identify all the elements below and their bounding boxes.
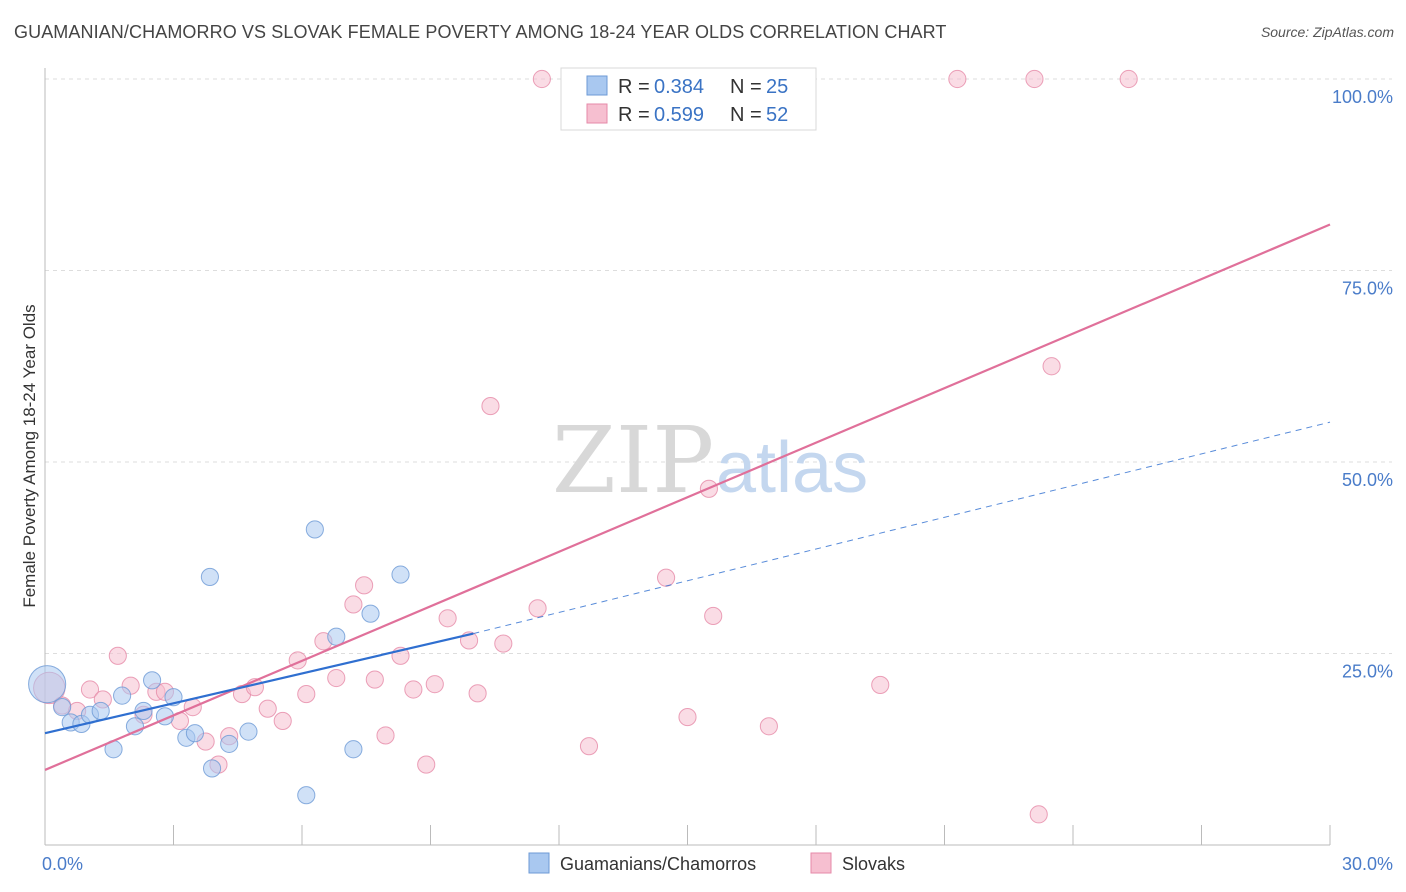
- slovak-point: [376, 726, 395, 745]
- slovak-point: [297, 685, 316, 704]
- guamanian-point: [143, 671, 162, 690]
- bottom-legend-swatch-guamanians: [528, 852, 550, 874]
- guamanian-point: [391, 565, 410, 584]
- guamanian-point: [53, 698, 72, 717]
- slovak-point: [425, 675, 444, 694]
- slovak-point: [273, 711, 292, 730]
- slovak-point: [108, 646, 127, 665]
- slovak-point: [532, 69, 551, 89]
- guamanian-point: [202, 759, 222, 778]
- slovak-point: [438, 609, 457, 628]
- slovak-point: [417, 755, 436, 774]
- legend-n-label-guamanians: N =: [730, 76, 762, 98]
- guamanian-point: [91, 701, 110, 721]
- watermark-atlas: atlas: [716, 428, 868, 508]
- x-tick-label: 30.0%: [1342, 854, 1393, 874]
- source-credit: Source: ZipAtlas.com: [1260, 24, 1394, 40]
- guamanian-point: [200, 567, 219, 586]
- y-tick-label: 75.0%: [1342, 279, 1393, 299]
- legend-r-value-guamanians: 0.384: [654, 76, 704, 98]
- chart-title: GUAMANIAN/CHAMORRO VS SLOVAK FEMALE POVE…: [14, 22, 947, 42]
- slovak-point: [528, 599, 547, 618]
- x-tick-label: 0.0%: [42, 854, 83, 874]
- watermark-zip: ZIP: [552, 407, 714, 514]
- series-legend: Guamanians/Chamorros Slovaks: [528, 852, 905, 874]
- slovak-point: [1025, 69, 1044, 89]
- legend-swatch-slovaks: [586, 103, 608, 124]
- guamanian-point: [344, 740, 363, 759]
- guamanian-point: [220, 734, 239, 753]
- y-tick-labels: 25.0% 50.0% 75.0% 100.0%: [1332, 87, 1393, 682]
- guamanian-point: [28, 665, 67, 704]
- y-tick-label: 50.0%: [1342, 470, 1393, 490]
- grid-lines: [45, 78, 1392, 654]
- slovak-point: [678, 708, 697, 727]
- guamanian-point: [361, 604, 380, 623]
- y-tick-label: 25.0%: [1342, 662, 1393, 682]
- x-ticks: [44, 825, 1331, 845]
- slovak-point: [327, 668, 346, 688]
- y-tick-label: 100.0%: [1332, 87, 1393, 107]
- slovak-point: [258, 699, 277, 718]
- slovak-point: [494, 634, 513, 653]
- slovak-point: [404, 680, 423, 699]
- guamanian-point: [305, 520, 324, 539]
- watermark: ZIP atlas: [552, 407, 868, 514]
- guamanian-trend-line: [44, 632, 474, 735]
- slovak-point: [355, 576, 374, 595]
- slovak-point: [1042, 357, 1061, 376]
- bottom-legend-swatch-slovaks: [810, 852, 832, 874]
- legend-n-label-slovaks: N =: [730, 104, 762, 126]
- guamanian-trend-extension: [473, 421, 1331, 635]
- slovak-point: [1119, 69, 1138, 89]
- slovak-point: [468, 684, 487, 703]
- guamanian-point: [113, 686, 132, 705]
- slovak-point: [365, 670, 384, 689]
- slovak-point: [80, 680, 100, 699]
- legend-r-label-guamanians: R =: [618, 76, 650, 98]
- slovak-point: [344, 595, 363, 614]
- bottom-legend-label-guamanians: Guamanians/Chamorros: [560, 854, 756, 874]
- trend-lines: [44, 223, 1331, 771]
- guamanian-point: [185, 724, 204, 743]
- legend-r-value-slovaks: 0.599: [654, 104, 704, 126]
- y-axis-title: Female Poverty Among 18-24 Year Olds: [20, 304, 39, 607]
- guamanian-point: [297, 786, 316, 805]
- legend-r-label-slovaks: R =: [618, 104, 650, 126]
- x-tick-labels: 0.0% 30.0%: [42, 854, 1393, 874]
- slovak-point: [948, 69, 967, 89]
- slovak-point: [579, 737, 599, 756]
- slovak-point: [657, 568, 676, 587]
- slovak-point: [704, 606, 723, 626]
- bottom-legend-label-slovaks: Slovaks: [842, 854, 905, 874]
- guamanian-point: [239, 722, 258, 741]
- slovak-point: [759, 717, 778, 736]
- slovak-point: [871, 675, 890, 694]
- scatter-points: [28, 69, 1138, 824]
- legend-n-value-guamanians: 25: [766, 76, 788, 98]
- slovak-point: [481, 397, 500, 416]
- correlation-legend: R = 0.384 N = 25 R = 0.599 N = 52: [560, 67, 817, 131]
- legend-n-value-slovaks: 52: [766, 104, 788, 126]
- legend-swatch-guamanians: [586, 75, 608, 96]
- slovak-point: [1029, 805, 1048, 824]
- slovak-trend-line: [44, 223, 1331, 771]
